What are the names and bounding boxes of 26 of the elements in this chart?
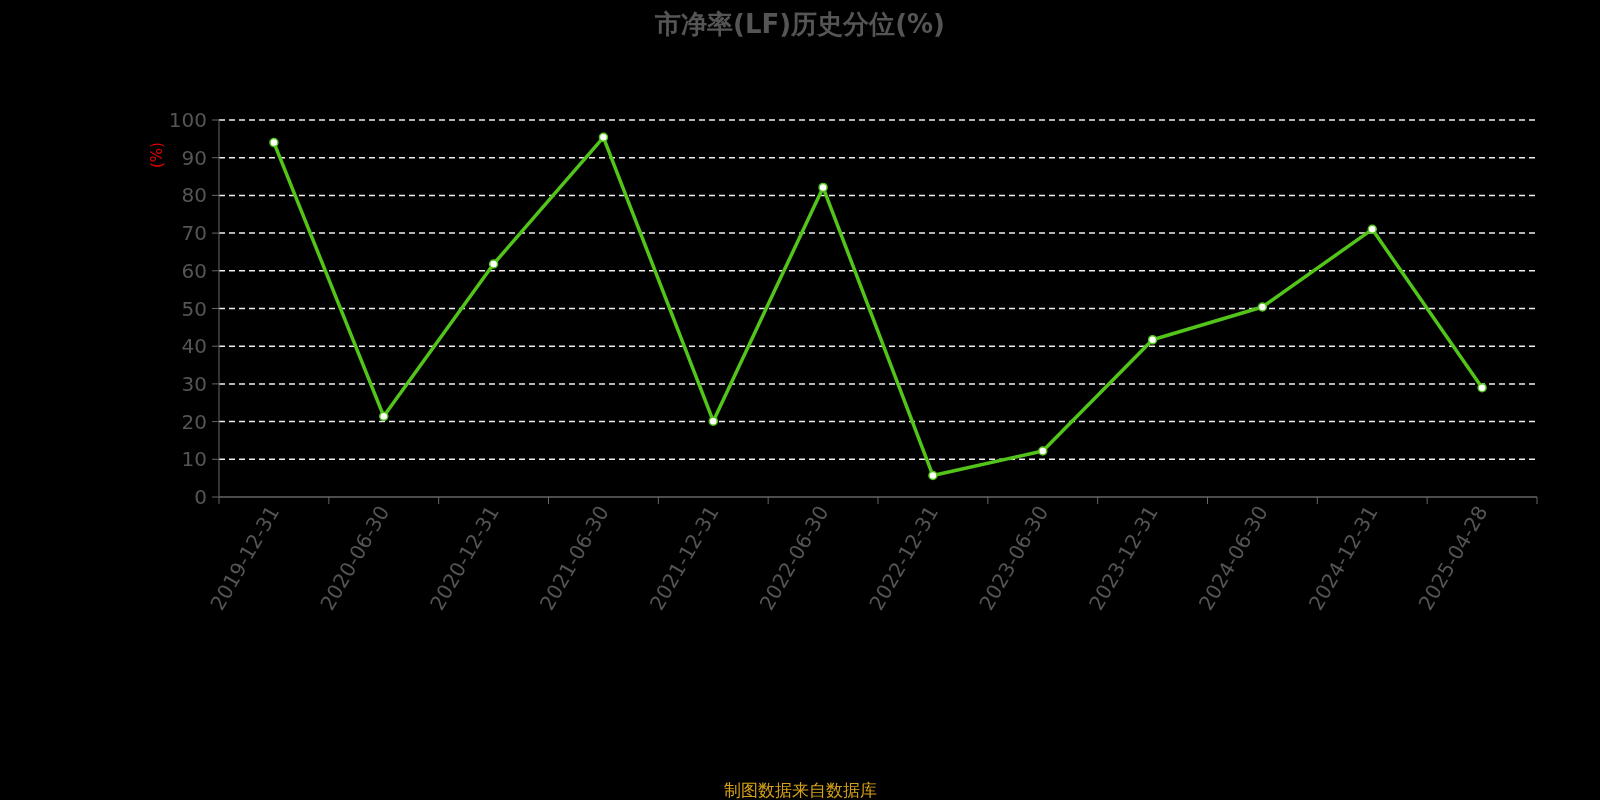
point	[1257, 302, 1268, 312]
point	[488, 259, 499, 269]
y-tick-label: 50	[181, 296, 207, 321]
point	[1147, 335, 1158, 345]
y-tick-label: 10	[181, 447, 207, 472]
point	[598, 132, 609, 143]
y-tick-label: 20	[181, 409, 207, 434]
y-tick-label: 90	[181, 145, 207, 170]
point	[1038, 446, 1048, 456]
y-tick-label: 80	[181, 183, 207, 208]
y-tick-label: 40	[181, 334, 207, 359]
point	[708, 416, 718, 426]
point	[1477, 382, 1487, 393]
chart-title: 市净率(LF)历史分位(%)	[654, 9, 945, 39]
y-tick-label: 70	[181, 221, 207, 246]
point	[928, 470, 938, 481]
y-tick-label: 30	[181, 371, 207, 396]
y-tick-label: 0	[194, 485, 207, 509]
point	[1367, 224, 1377, 235]
point	[379, 411, 389, 422]
point	[818, 182, 828, 193]
y-tick-label: 60	[181, 258, 207, 283]
y-tick-label: 100	[168, 108, 207, 132]
point	[269, 137, 279, 148]
y-axis-title: (%)	[148, 142, 166, 168]
text: 制图数据来自数据库	[723, 780, 877, 800]
